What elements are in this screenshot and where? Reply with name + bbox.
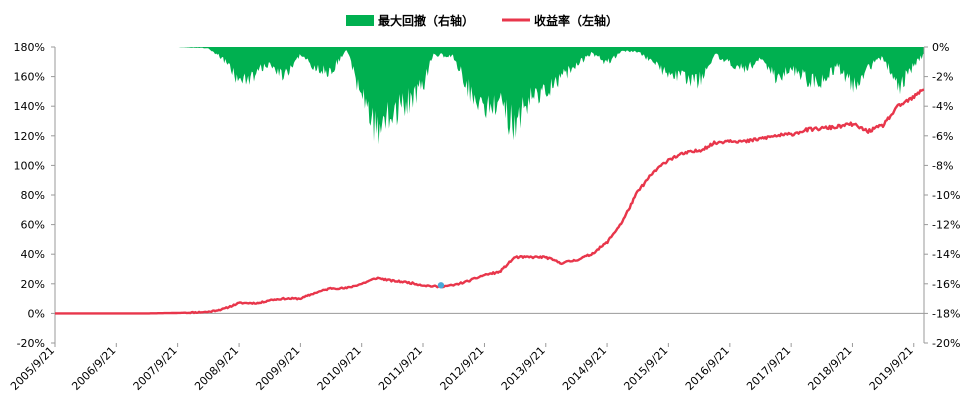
right-tick-label: 0% [932,41,949,54]
left-tick-label: 160% [14,71,45,84]
right-tick-label: -4% [932,100,953,113]
right-tick-label: -16% [932,278,960,291]
right-tick-label: -10% [932,189,960,202]
return-series-layer [55,88,925,315]
left-tick-label: 100% [14,159,45,172]
left-tick-label: 120% [14,130,45,143]
left-tick-label: 20% [21,278,45,291]
x-tick-label: 2011/9/21 [376,344,425,393]
left-tick-label: 60% [21,219,45,232]
left-tick-label: 140% [14,100,45,113]
x-tick-label: 2017/9/21 [744,344,793,393]
left-tick-label: 40% [21,248,45,261]
x-tick-label: 2012/9/21 [438,344,487,393]
x-tick-label: 2010/9/21 [315,344,364,393]
left-tick-label: 180% [14,41,45,54]
left-tick-label: 80% [21,189,45,202]
drawdown-area [55,47,924,145]
x-tick-label: 2016/9/21 [683,344,732,393]
x-tick-label: 2007/9/21 [131,344,180,393]
right-tick-label: -8% [932,159,953,172]
x-tick-label: 2013/9/21 [499,344,548,393]
x-tick-label: 2006/9/21 [69,344,118,393]
chart-legend: 最大回撤（右轴） 收益率（左轴） [346,13,618,28]
x-axis-ticks: 2005/9/21 2006/9/21 2007/9/21 2008/9/21 2009… [8,343,916,393]
right-axis-ticks: 0% -2% -4% -6% -8% -10% -12% -14% -16% -18% -20% [924,41,960,350]
right-tick-label: -18% [932,307,960,320]
legend-label-return: 收益率（左轴） [534,13,618,28]
return-line [55,88,925,315]
x-tick-label: 2014/9/21 [560,344,609,393]
x-tick-label: 2005/9/21 [8,344,57,393]
right-tick-label: -6% [932,130,953,143]
x-tick-label: 2019/9/21 [867,344,916,393]
legend-label-drawdown: 最大回撤（右轴） [378,13,474,28]
right-tick-label: -2% [932,71,953,84]
left-axis-ticks: 180% 160% 140% 120% 100% 80% 60% 40% 20% 0% -20% [14,41,55,350]
legend-swatch-drawdown [346,15,374,26]
highlight-point [437,282,445,289]
x-tick-label: 2018/9/21 [805,344,854,393]
x-tick-label: 2015/9/21 [621,344,670,393]
x-tick-label: 2009/9/21 [253,344,302,393]
right-tick-label: -20% [932,337,960,350]
left-tick-label: 0% [28,307,45,320]
right-tick-label: -12% [932,219,960,232]
right-tick-label: -14% [932,248,960,261]
left-tick-label: -20% [17,337,45,350]
x-tick-label: 2008/9/21 [192,344,241,393]
drawdown-series-layer [55,47,924,145]
